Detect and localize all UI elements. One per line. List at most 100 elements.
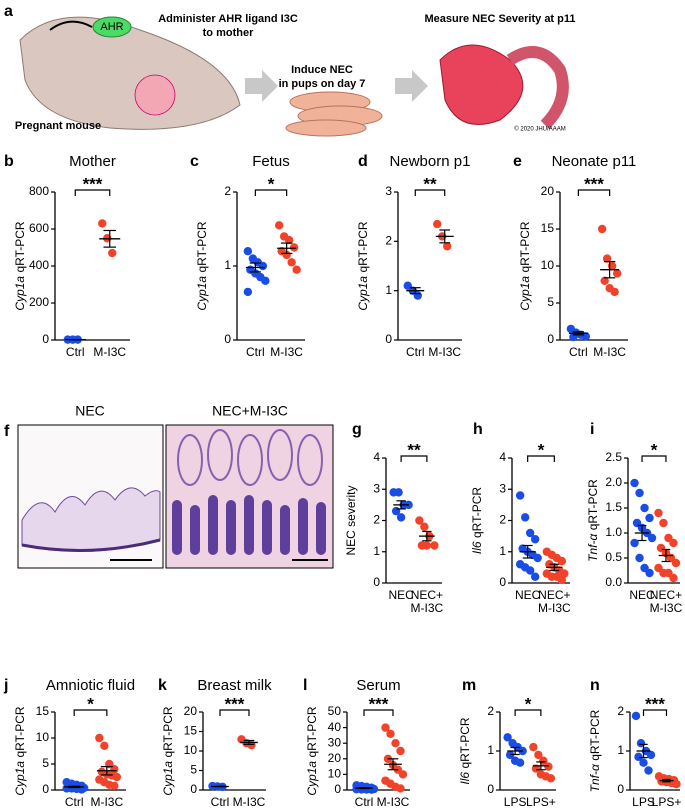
x-tick-label: NEC+ bbox=[538, 588, 570, 602]
step-label: Administer AHR ligand I3C bbox=[158, 13, 298, 25]
data-point bbox=[394, 488, 403, 497]
y-tick-label: 1.5 bbox=[605, 500, 622, 514]
data-point bbox=[634, 752, 643, 762]
panel-letter: j bbox=[3, 677, 8, 694]
y-tick-label: 1 bbox=[617, 743, 624, 757]
y-tick-label: 0 bbox=[487, 782, 494, 796]
y-axis-label-gene: Tnf-α bbox=[588, 763, 602, 792]
x-tick-label: Ctrl bbox=[211, 795, 230, 808]
intestine-loop bbox=[506, 46, 569, 130]
data-point bbox=[282, 250, 291, 260]
data-point bbox=[654, 508, 663, 518]
y-axis-label: Cyp1a qRT-PCR bbox=[161, 706, 175, 795]
y-tick-label: 0 bbox=[190, 782, 197, 796]
x-tick-label: LPS bbox=[632, 795, 655, 808]
y-tick-label: 600 bbox=[29, 221, 49, 235]
image-label: NEC+M-I3C bbox=[212, 403, 288, 419]
y-axis-label: Il6 qRT-PCR bbox=[458, 717, 472, 784]
data-point bbox=[525, 566, 535, 575]
y-axis-label-text: qRT-PCR bbox=[588, 709, 602, 760]
data-point bbox=[639, 758, 648, 767]
significance-bracket bbox=[414, 189, 446, 196]
y-tick-label: 10 bbox=[328, 767, 342, 781]
x-tick-label: M-I3C bbox=[270, 345, 303, 359]
y-axis-label-gene: Il6 bbox=[470, 541, 484, 554]
y-axis-label: Tnf-α qRT-PCR bbox=[586, 479, 600, 562]
data-point bbox=[505, 750, 515, 760]
panel-letter: h bbox=[473, 421, 483, 438]
significance-label: * bbox=[538, 440, 545, 459]
data-point bbox=[557, 556, 567, 566]
y-axis-label-text: qRT-PCR bbox=[305, 706, 319, 757]
y-tick-label: 3 bbox=[499, 481, 506, 495]
y-tick-label: 4 bbox=[499, 450, 506, 464]
significance-label: *** bbox=[225, 694, 245, 713]
y-tick-label: 1 bbox=[373, 544, 380, 558]
y-tick-label: 2 bbox=[487, 704, 494, 718]
y-axis-label: Il6 qRT-PCR bbox=[470, 487, 484, 554]
data-point bbox=[671, 558, 681, 568]
panel-letter: b bbox=[4, 153, 14, 170]
data-point bbox=[243, 287, 253, 297]
panel-letter: d bbox=[358, 153, 368, 170]
y-axis-label-gene: Cyp1a bbox=[161, 761, 175, 796]
data-point bbox=[581, 332, 591, 341]
panel-letter: a bbox=[4, 3, 13, 20]
y-axis-label-gene: Cyp1a bbox=[13, 761, 27, 796]
data-point bbox=[520, 513, 530, 522]
y-tick-label: 2 bbox=[385, 234, 392, 248]
image-label: NEC bbox=[75, 403, 105, 419]
y-tick-label: 0 bbox=[224, 332, 231, 346]
y-tick-label: 4 bbox=[373, 450, 380, 464]
panel-letter: l bbox=[303, 677, 307, 694]
chart-title: Newborn p1 bbox=[390, 153, 471, 170]
y-axis-label-text: qRT-PCR bbox=[518, 221, 532, 272]
data-point bbox=[391, 739, 400, 748]
data-point bbox=[530, 535, 540, 544]
data-point bbox=[646, 750, 656, 760]
data-point bbox=[644, 766, 653, 775]
y-tick-label: 3 bbox=[373, 481, 380, 495]
y-tick-label: 15 bbox=[36, 704, 50, 718]
significance-label: *** bbox=[645, 694, 665, 713]
data-point bbox=[635, 553, 644, 563]
x-tick-label: M-I3C bbox=[650, 601, 683, 615]
data-point bbox=[398, 770, 408, 779]
panel-letter: c bbox=[190, 153, 199, 170]
data-point bbox=[396, 746, 405, 756]
y-tick-label: 3 bbox=[385, 184, 392, 198]
x-tick-label: M-I3C bbox=[90, 795, 123, 808]
significance-bracket bbox=[577, 189, 611, 196]
y-tick-label: 20 bbox=[184, 704, 198, 718]
data-point bbox=[525, 528, 535, 538]
data-point bbox=[261, 276, 270, 285]
data-point bbox=[631, 711, 641, 721]
data-point bbox=[284, 235, 294, 245]
y-axis-label-gene: Cyp1a bbox=[518, 276, 532, 311]
x-tick-label: M-I3C bbox=[93, 345, 126, 359]
y-tick-label: 0.0 bbox=[605, 575, 622, 589]
x-tick-label: Ctrl bbox=[406, 345, 425, 359]
mouse-body bbox=[19, 16, 241, 130]
data-point bbox=[287, 258, 296, 267]
panel-letter: k bbox=[158, 677, 167, 694]
significance-label: * bbox=[651, 440, 658, 459]
y-tick-label: 30 bbox=[328, 735, 342, 749]
y-axis-label-gene: Cyp1a bbox=[195, 276, 209, 311]
y-axis-label-text: qRT-PCR bbox=[470, 487, 484, 538]
data-point bbox=[110, 781, 119, 791]
x-tick-label: Ctrl bbox=[66, 345, 85, 359]
y-tick-label: 1 bbox=[224, 258, 231, 272]
significance-label: *** bbox=[369, 694, 389, 713]
significance-label: * bbox=[525, 694, 532, 713]
y-tick-label: 20 bbox=[541, 184, 555, 198]
data-point bbox=[534, 750, 543, 760]
y-tick-label: 1 bbox=[487, 743, 494, 757]
x-tick-label: Ctrl bbox=[246, 345, 265, 359]
x-tick-label: M-I3C bbox=[377, 795, 410, 808]
y-axis-label-gene: Il6 bbox=[458, 772, 472, 785]
data-point bbox=[645, 568, 654, 578]
data-point bbox=[386, 729, 395, 739]
